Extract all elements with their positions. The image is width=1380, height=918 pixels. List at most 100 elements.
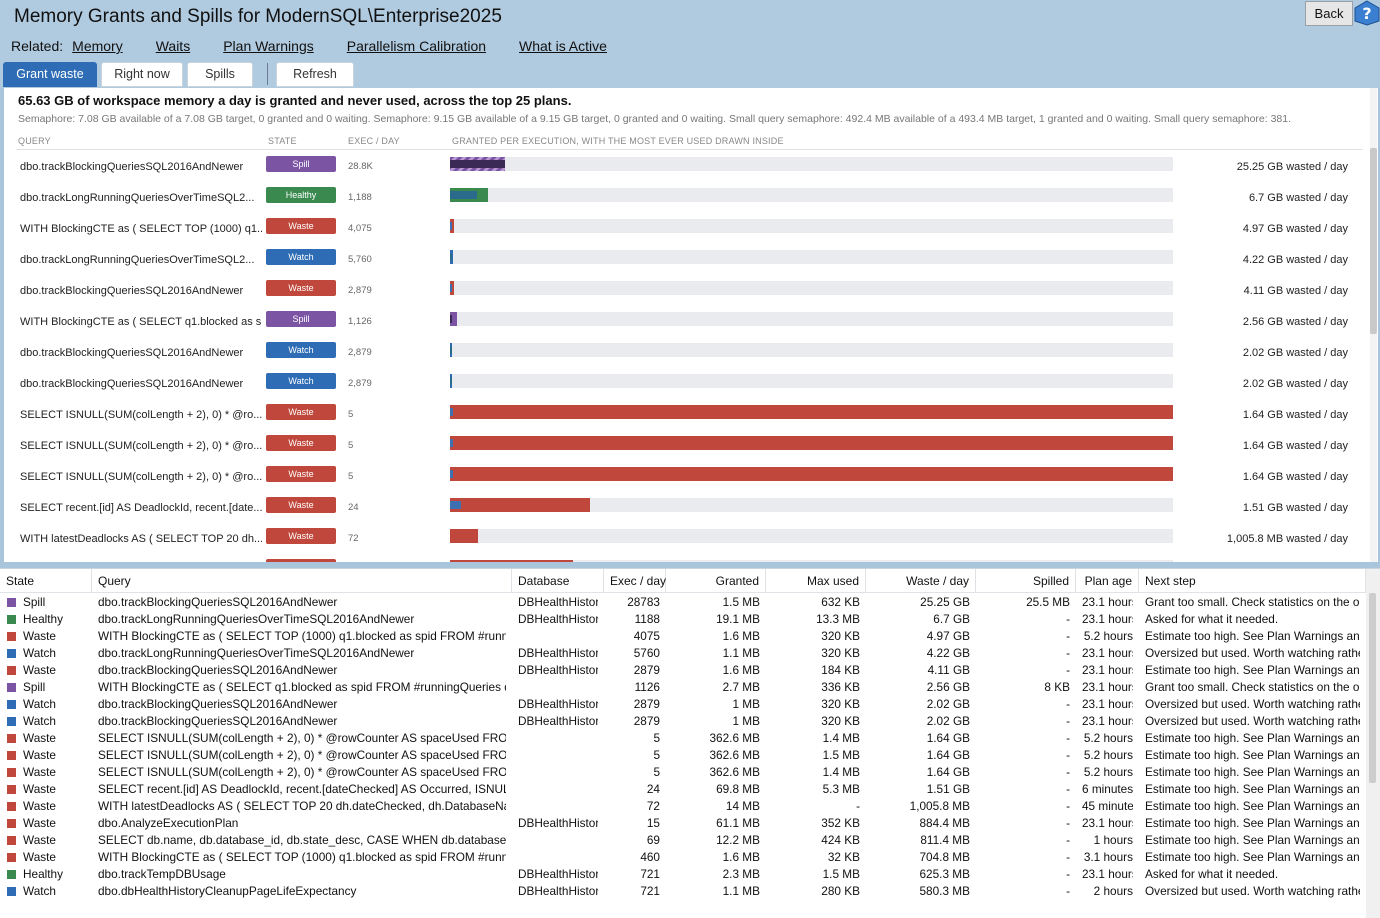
plans-grid: State Query Database Exec / day Granted Max u…	[0, 568, 1380, 918]
grant-bar-row[interactable]: WITH latestDeadlocks AS ( SELECT TOP 20 …	[4, 524, 1364, 555]
table-row[interactable]: Waste SELECT ISNULL(SUM(colLength + 2), 0…	[0, 747, 1366, 764]
state-cell: Waste	[23, 663, 56, 677]
table-row[interactable]: Waste WITH BlockingCTE as ( SELECT TOP (1…	[0, 849, 1366, 866]
col-database-header[interactable]: Database	[512, 569, 604, 593]
waste-cell: 811.4 MB	[920, 833, 970, 847]
grant-bar-row[interactable]: dbo.trackBlockingQueriesSQL2016AndNewer S…	[4, 152, 1364, 183]
state-cell: Healthy	[23, 612, 63, 626]
grant-bar-row[interactable]: dbo.trackLongRunningQueriesOverTimeSQL2.…	[4, 245, 1364, 276]
tab-spills[interactable]: Spills	[187, 62, 253, 87]
table-row[interactable]: Waste SELECT db.name, db.database_id, db.…	[0, 832, 1366, 849]
wasted-per-day: 4.97 GB wasted / day	[1242, 223, 1348, 235]
grant-bar-row[interactable]: dbo.trackLongRunningQueriesOverTimeSQL2.…	[4, 183, 1364, 214]
bars-scrollbar-thumb[interactable]	[1370, 148, 1377, 334]
wasted-per-day: 2.02 GB wasted / day	[1242, 347, 1348, 359]
query-cell: WITH BlockingCTE as ( SELECT TOP (1000) …	[98, 629, 506, 643]
waste-cell: 4.22 GB	[926, 646, 970, 660]
table-row[interactable]: Waste SELECT recent.[id] AS DeadlockId, r…	[0, 781, 1366, 798]
bar-query-text: dbo.trackBlockingQueriesSQL2016AndNewer	[20, 378, 244, 390]
table-row[interactable]: Spill dbo.trackBlockingQueriesSQL2016AndN…	[0, 594, 1366, 611]
grid-scrollbar-thumb[interactable]	[1369, 593, 1376, 783]
state-cell: Waste	[23, 816, 56, 830]
col-granted-header[interactable]: Granted	[666, 569, 766, 593]
next-step-cell: Estimate too high. See Plan Warnings and…	[1145, 833, 1360, 847]
col-waste-per-day-header[interactable]: Waste / day	[866, 569, 976, 593]
exec-per-day: 5	[348, 440, 354, 451]
link-what-is-active[interactable]: What is Active	[519, 38, 607, 54]
col-plan-age-header[interactable]: Plan age	[1076, 569, 1139, 593]
table-row[interactable]: Watch dbo.dbHealthHistoryCleanupPageLifeE…	[0, 883, 1366, 900]
max-used-cell: 320 KB	[821, 646, 860, 660]
col-exec-per-day-header[interactable]: Exec / day	[604, 569, 666, 593]
granted-cell: 1.6 MB	[722, 629, 760, 643]
related-links: Related: Memory Waits Plan Warnings Para…	[11, 38, 640, 54]
spilled-cell: -	[1066, 884, 1070, 898]
col-query-header[interactable]: Query	[92, 569, 512, 593]
bar-query-text: SELECT ISNULL(SUM(colLength + 2), 0) * @…	[20, 440, 262, 452]
grant-bar-row[interactable]: SELECT recent.[id] AS DeadlockId, recent…	[4, 493, 1364, 524]
grant-bar-row[interactable]: WITH BlockingCTE as ( SELECT TOP (1000) …	[4, 214, 1364, 245]
wasted-per-day: 1,005.8 MB wasted / day	[1226, 533, 1348, 545]
col-exec-header: EXEC / DAY	[348, 136, 400, 146]
table-row[interactable]: Watch dbo.trackBlockingQueriesSQL2016AndN…	[0, 696, 1366, 713]
help-icon[interactable]: ?	[1354, 0, 1380, 26]
grant-bar-row[interactable]: dbo.trackBlockingQueriesSQL2016AndNewer W…	[4, 276, 1364, 307]
table-row[interactable]: Waste dbo.AnalyzeExecutionPlan DBHealthHis…	[0, 815, 1366, 832]
max-used-bar	[450, 346, 452, 354]
refresh-button[interactable]: Refresh	[276, 62, 354, 87]
max-used-bar	[450, 470, 453, 478]
table-row[interactable]: Waste WITH BlockingCTE as ( SELECT TOP (1…	[0, 628, 1366, 645]
plan-age-cell: 23.1 hours	[1082, 612, 1133, 626]
col-state-header[interactable]: State	[0, 569, 92, 593]
state-badge: Waste	[266, 404, 336, 420]
waste-cell: 6.7 GB	[933, 612, 970, 626]
link-memory[interactable]: Memory	[72, 38, 123, 54]
max-used-cell: 352 KB	[821, 816, 860, 830]
col-next-step-header[interactable]: Next step	[1139, 569, 1366, 593]
max-used-bar	[450, 408, 453, 416]
table-row[interactable]: Watch dbo.trackBlockingQueriesSQL2016AndN…	[0, 713, 1366, 730]
state-cell: Watch	[23, 646, 56, 660]
grant-bar-row[interactable]: dbo.trackBlockingQueriesSQL2016AndNewer W…	[4, 338, 1364, 369]
grant-bar-row[interactable]: SELECT ISNULL(SUM(colLength + 2), 0) * @…	[4, 400, 1364, 431]
max-used-cell: 13.3 MB	[816, 612, 860, 626]
table-row[interactable]: Watch dbo.trackLongRunningQueriesOverTime…	[0, 645, 1366, 662]
next-step-cell: Estimate too high. See Plan Warnings and…	[1145, 629, 1360, 643]
table-row[interactable]: Healthy dbo.trackTempDBUsage DBHealthHisto…	[0, 866, 1366, 883]
exec-cell: 5	[653, 765, 660, 779]
link-waits[interactable]: Waits	[155, 38, 191, 54]
table-row[interactable]: Waste SELECT ISNULL(SUM(colLength + 2), 0…	[0, 730, 1366, 747]
link-parallelism-calibration[interactable]: Parallelism Calibration	[346, 38, 487, 54]
grant-bar-row[interactable]: dbo.trackBlockingQueriesSQL2016AndNewer W…	[4, 369, 1364, 400]
state-color-swatch	[7, 870, 16, 879]
next-step-cell: Oversized but used. Worth watching rathe…	[1145, 884, 1360, 898]
query-cell: dbo.trackLongRunningQueriesOverTimeSQL20…	[98, 612, 415, 626]
max-used-bar	[450, 315, 453, 323]
waste-cell: 4.11 GB	[927, 663, 970, 677]
wasted-per-day: 1.64 GB wasted / day	[1242, 409, 1348, 421]
col-spilled-header[interactable]: Spilled	[976, 569, 1076, 593]
table-row[interactable]: Waste dbo.trackBlockingQueriesSQL2016AndN…	[0, 662, 1366, 679]
grant-bar-row[interactable]: WITH BlockingCTE as ( SELECT q1.blocked …	[4, 307, 1364, 338]
col-max-used-header[interactable]: Max used	[766, 569, 866, 593]
max-used-cell: 320 KB	[821, 629, 860, 643]
next-step-cell: Estimate too high. See Plan Warnings and…	[1145, 782, 1360, 796]
state-cell: Waste	[23, 833, 56, 847]
tab-right-now[interactable]: Right now	[101, 62, 183, 87]
table-row[interactable]: Healthy dbo.trackLongRunningQueriesOverTi…	[0, 611, 1366, 628]
semaphore-text: Semaphore: 7.08 GB available of a 7.08 G…	[18, 113, 1292, 125]
exec-per-day: 2,879	[348, 285, 372, 296]
link-plan-warnings[interactable]: Plan Warnings	[223, 38, 314, 54]
state-badge: Watch	[266, 249, 336, 265]
table-row[interactable]: Spill WITH BlockingCTE as ( SELECT q1.blo…	[0, 679, 1366, 696]
exec-per-day: 5	[348, 471, 354, 482]
back-button[interactable]: Back	[1305, 1, 1353, 26]
grant-bar-row[interactable]: SELECT ISNULL(SUM(colLength + 2), 0) * @…	[4, 462, 1364, 493]
table-row[interactable]: Waste SELECT ISNULL(SUM(colLength + 2), 0…	[0, 764, 1366, 781]
table-row[interactable]: Waste WITH latestDeadlocks AS ( SELECT TO…	[0, 798, 1366, 815]
grant-bar-row[interactable]: SELECT ISNULL(SUM(colLength + 2), 0) * @…	[4, 431, 1364, 462]
grant-bar-row[interactable]: Waste	[4, 555, 1364, 562]
tab-grant-waste[interactable]: Grant waste	[3, 62, 97, 87]
exec-cell: 24	[646, 782, 660, 796]
query-cell: WITH BlockingCTE as ( SELECT q1.blocked …	[98, 680, 506, 694]
